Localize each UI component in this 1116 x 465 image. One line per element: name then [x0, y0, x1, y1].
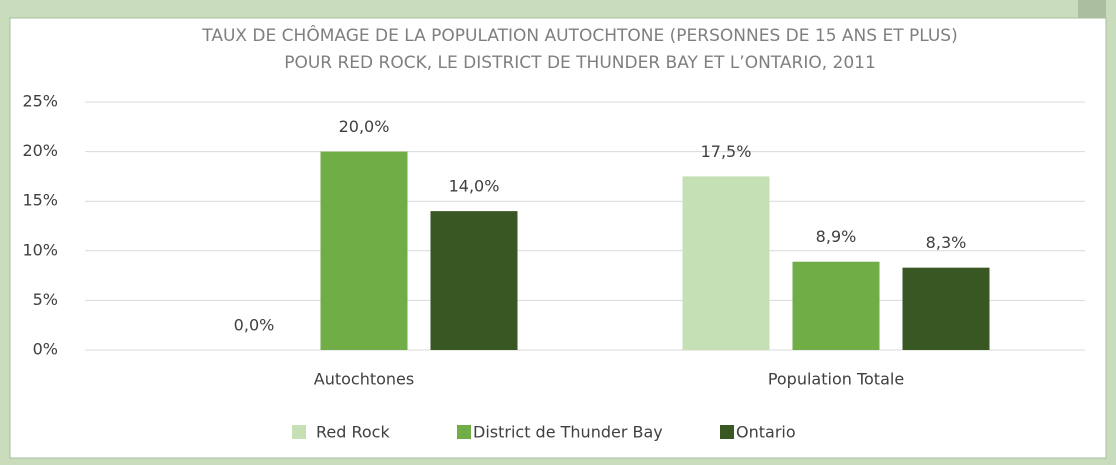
x-tick-label: Autochtones [314, 370, 414, 389]
legend-label: Ontario [736, 423, 796, 442]
value-label: 14,0% [449, 177, 500, 196]
legend-label: District de Thunder Bay [473, 423, 663, 442]
tab [1078, 0, 1106, 18]
bar [902, 267, 990, 350]
chart-frame [9, 17, 1107, 459]
legend-swatch [720, 425, 734, 439]
y-tick-label: 20% [22, 141, 58, 160]
y-tick-label: 10% [22, 240, 58, 259]
bar [320, 151, 408, 350]
value-label: 8,3% [926, 233, 967, 252]
legend-swatch [457, 425, 471, 439]
value-label: 20,0% [339, 117, 390, 136]
y-tick-label: 15% [22, 191, 58, 210]
chart-title: TAUX DE CHÔMAGE DE LA POPULATION AUTOCHT… [201, 24, 957, 46]
value-label: 17,5% [701, 142, 752, 161]
y-tick-label: 5% [33, 290, 58, 309]
y-tick-label: 0% [33, 340, 58, 359]
bar [682, 176, 770, 350]
legend-label: Red Rock [316, 423, 390, 442]
value-label: 8,9% [816, 227, 857, 246]
bar [430, 211, 518, 350]
bar [792, 261, 880, 350]
chart-subtitle: POUR RED ROCK, LE DISTRICT DE THUNDER BA… [284, 53, 876, 73]
x-tick-label: Population Totale [768, 370, 904, 389]
legend-swatch [292, 425, 306, 439]
y-tick-label: 25% [22, 92, 58, 111]
value-label: 0,0% [234, 316, 275, 335]
